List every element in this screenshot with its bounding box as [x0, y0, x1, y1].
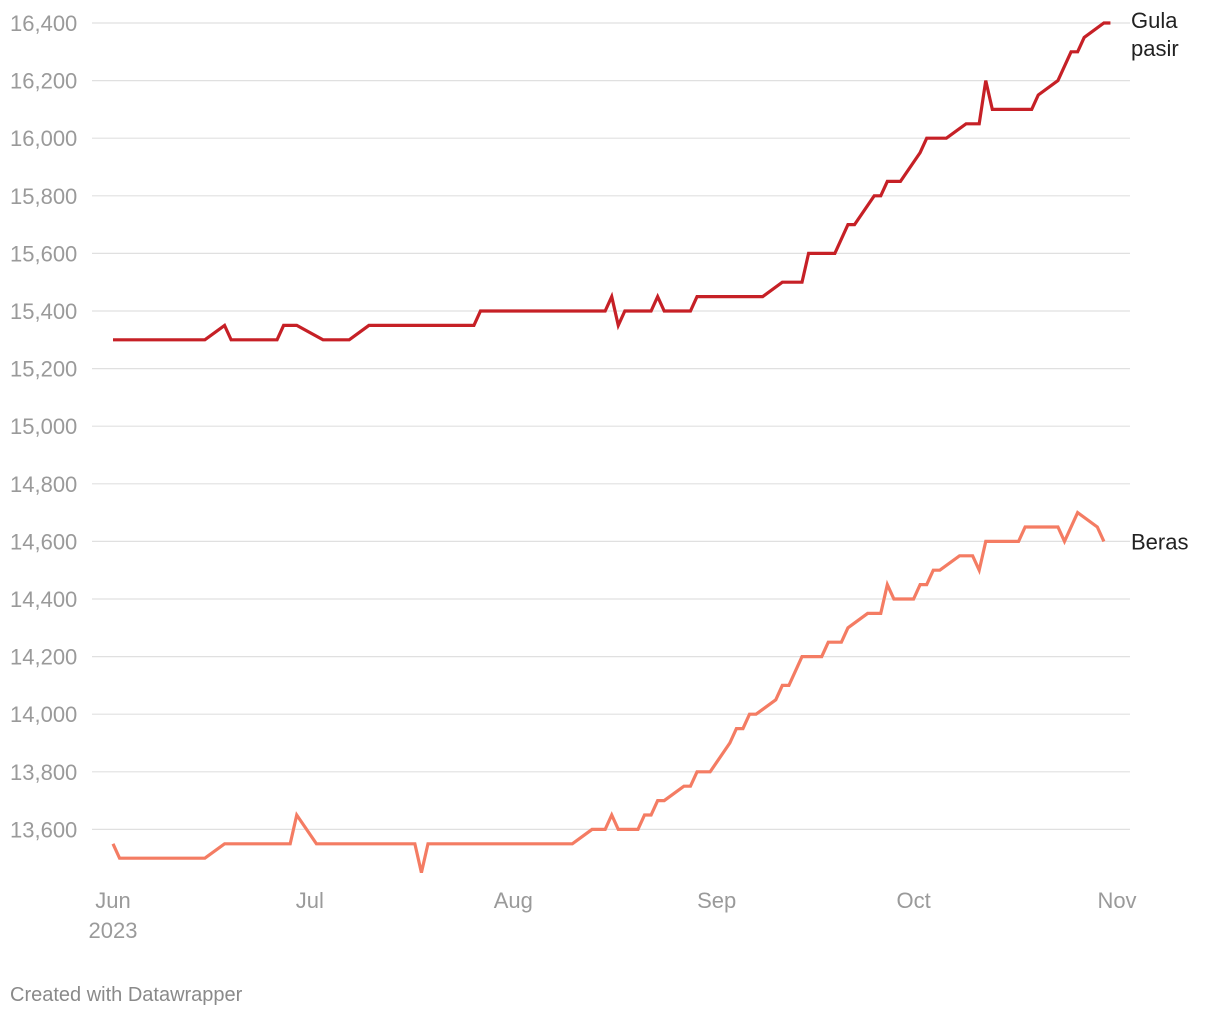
grid-lines	[92, 22, 1130, 831]
y-tick-label: 13,600	[10, 817, 77, 842]
series-line-gula-pasir	[113, 21, 1111, 342]
y-tick-label: 15,800	[10, 184, 77, 209]
y-tick-label: 16,000	[10, 126, 77, 151]
x-tick-label: Nov	[1097, 888, 1136, 913]
y-tick-label: 16,200	[10, 69, 77, 94]
x-tick-sublabel: 2023	[89, 918, 138, 943]
y-tick-label: 14,200	[10, 645, 77, 670]
x-tick-label: Aug	[494, 888, 533, 913]
y-tick-label: 14,400	[10, 587, 77, 612]
y-tick-label: 15,400	[10, 299, 77, 324]
y-axis: 13,600 13,800 14,000 14,200 14,400 14,600 14,8…	[10, 11, 77, 842]
y-tick-label: 14,600	[10, 529, 77, 554]
x-tick-label: Jul	[296, 888, 324, 913]
x-tick-label: Sep	[697, 888, 736, 913]
series-line-beras	[111, 510, 1106, 873]
y-tick-label: 15,200	[10, 357, 77, 382]
series-label: Gula	[1131, 8, 1178, 33]
credit-text: Created with Datawrapper	[10, 984, 243, 1006]
series-lines	[111, 21, 1111, 873]
y-tick-label: 13,800	[10, 760, 77, 785]
y-tick-label: 15,000	[10, 414, 77, 439]
y-tick-label: 15,600	[10, 241, 77, 266]
x-tick-label: Oct	[896, 888, 930, 913]
series-label: Beras	[1131, 529, 1188, 554]
y-tick-label: 14,800	[10, 472, 77, 497]
series-label: pasir	[1131, 36, 1179, 61]
series-labels: Gula pasir Beras	[1131, 8, 1188, 554]
x-axis: Jun 2023 Jul Aug Sep Oct Nov	[89, 888, 1137, 943]
y-tick-label: 16,400	[10, 11, 77, 36]
x-tick-label: Jun	[95, 888, 130, 913]
y-tick-label: 14,000	[10, 702, 77, 727]
